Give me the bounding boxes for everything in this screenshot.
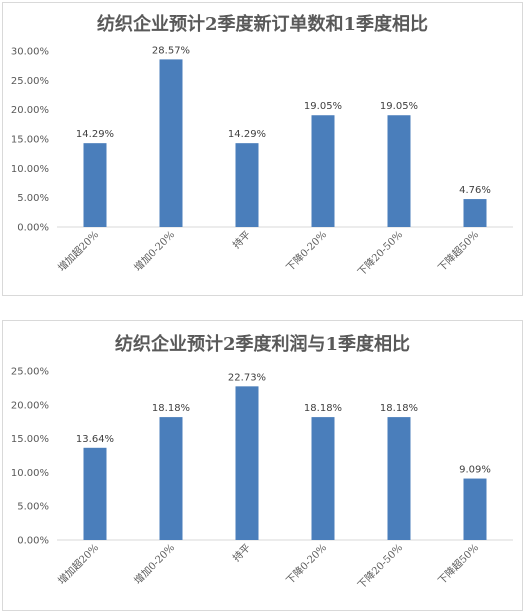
data-label: 28.57% <box>152 45 190 56</box>
data-label: 9.09% <box>459 465 491 476</box>
bar-orders <box>463 199 487 227</box>
chart-panel-profit: 纺织企业预计2季度利润与1季度相比 0.00% 5.00% 10.00% 15.00% 2… <box>2 320 523 611</box>
y-tick-label: 30.00% <box>11 47 49 58</box>
bar-orders <box>159 59 183 228</box>
bar-profit <box>235 386 259 540</box>
data-label: 19.05% <box>304 101 342 112</box>
y-tick-label: 20.00% <box>11 105 49 116</box>
category-label: 下降超50% <box>435 228 481 274</box>
bar-orders <box>235 143 259 227</box>
bar-orders <box>387 115 411 227</box>
data-label: 14.29% <box>228 129 266 140</box>
y-tick-label: 25.00% <box>11 76 49 87</box>
y-tick-label: 0.00% <box>17 223 49 234</box>
bar-profit <box>463 478 487 540</box>
data-label: 14.29% <box>76 129 114 140</box>
data-label: 22.73% <box>228 372 266 383</box>
chart-title: 纺织企业预计2季度利润与1季度相比 <box>115 333 410 355</box>
category-label: 下降0-20% <box>283 228 329 274</box>
data-label: 19.05% <box>380 101 418 112</box>
y-tick-label: 25.00% <box>11 367 49 378</box>
chart-panel-new-orders: 纺织企业预计2季度新订单数和1季度相比 0.00% 5.00% 10.00% 15.00… <box>2 2 523 296</box>
data-label: 13.64% <box>76 434 114 445</box>
category-label: 增加超20% <box>55 541 101 587</box>
data-label: 18.18% <box>152 403 190 414</box>
bar-profit <box>159 417 183 540</box>
category-label: 增加超20% <box>55 228 101 274</box>
category-label: 增加0-20% <box>131 541 177 587</box>
y-tick-label: 0.00% <box>17 536 49 547</box>
category-label: 持平 <box>230 228 253 251</box>
chart-profit: 纺织企业预计2季度利润与1季度相比 0.00% 5.00% 10.00% 15.00% 2… <box>11 333 513 591</box>
category-label: 下降超50% <box>435 541 481 587</box>
data-label: 18.18% <box>304 403 342 414</box>
y-tick-label: 5.00% <box>17 193 49 204</box>
bar-orders <box>83 143 107 227</box>
y-tick-label: 15.00% <box>11 434 49 445</box>
category-label: 下降20-50% <box>355 228 405 278</box>
category-label: 下降20-50% <box>355 541 405 591</box>
y-tick-label: 10.00% <box>11 468 49 479</box>
y-tick-label: 5.00% <box>17 502 49 513</box>
bar-profit <box>83 447 107 540</box>
bar-orders <box>311 115 335 227</box>
bar-profit <box>311 417 335 540</box>
y-tick-label: 10.00% <box>11 164 49 175</box>
category-label: 增加0-20% <box>131 228 177 274</box>
chart-new-orders: 纺织企业预计2季度新订单数和1季度相比 0.00% 5.00% 10.00% 15.00… <box>11 13 513 278</box>
bar-profit <box>387 417 411 540</box>
data-label: 18.18% <box>380 403 418 414</box>
category-label: 下降0-20% <box>283 541 329 587</box>
y-tick-label: 15.00% <box>11 135 49 146</box>
data-label: 4.76% <box>459 185 491 196</box>
chart-title: 纺织企业预计2季度新订单数和1季度相比 <box>97 13 428 35</box>
category-label: 持平 <box>230 541 253 564</box>
y-tick-label: 20.00% <box>11 400 49 411</box>
